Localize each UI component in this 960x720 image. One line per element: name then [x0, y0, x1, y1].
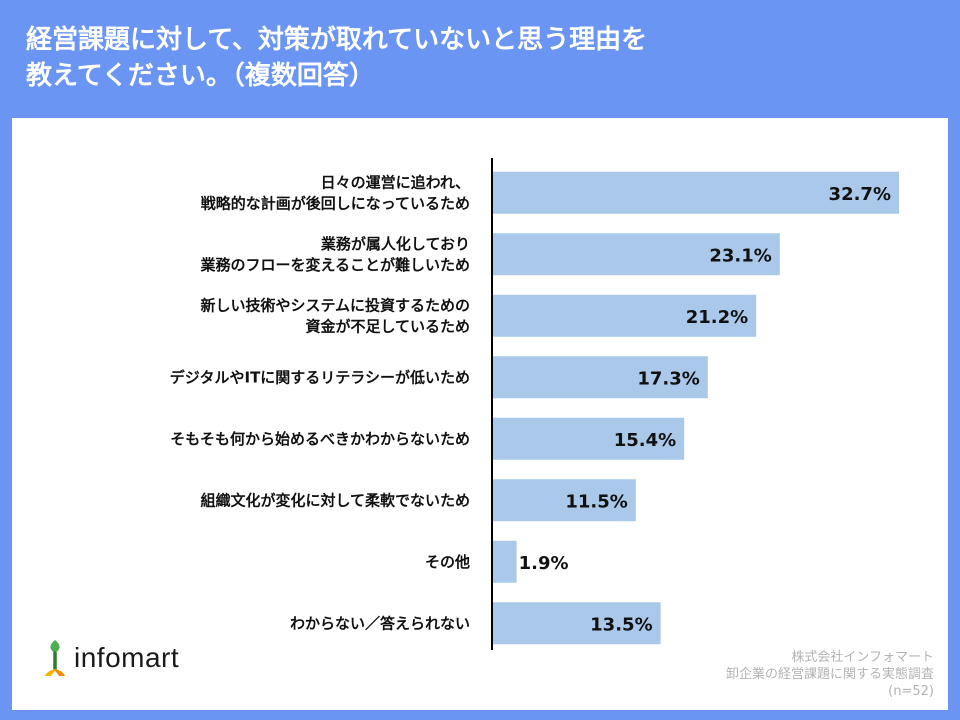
bar: [493, 294, 757, 337]
category-label: 日々の運営に追われ、: [321, 173, 470, 191]
category-label: 新しい技術やシステムに投資するための: [200, 296, 470, 314]
bar: [493, 602, 661, 645]
chart-title: 経営課題に対して、対策が取れていないと思う理由を 教えてください。（複数回答）: [26, 25, 648, 91]
value-label: 23.1%: [709, 245, 771, 266]
bar: [493, 479, 636, 522]
category-label: 資金が不足しているため: [305, 317, 470, 335]
credit-company: 株式会社インフォマート: [791, 650, 934, 665]
category-label: 組織文化が変化に対して柔軟でないため: [200, 491, 470, 509]
bar-chart: 32.7% 日々の運営に追われ、戦略的な計画が後回しになっているため 23.1% 業務…: [170, 158, 899, 650]
source-credit: 株式会社インフォマート 卸企業の経営課題に関する実態調査 (n=52): [726, 649, 934, 700]
category-label: 戦略的な計画が後回しになっているため: [201, 194, 470, 212]
category-label: 業務が属人化しており: [320, 235, 470, 253]
category-label: その他: [425, 553, 470, 571]
bar: [493, 356, 708, 399]
value-label: 11.5%: [565, 491, 627, 512]
brand-name: infomart: [74, 642, 180, 673]
value-label: 32.7%: [829, 184, 891, 205]
category-label: 業務のフローを変えることが難しいため: [199, 256, 470, 274]
brand-logo: infomart: [42, 638, 179, 678]
value-label: 21.2%: [686, 307, 748, 328]
value-label: 17.3%: [637, 368, 699, 389]
bar: [493, 540, 517, 583]
chart-panel: 32.7% 日々の運営に追われ、戦略的な計画が後回しになっているため 23.1% 業務…: [12, 118, 948, 710]
value-label: 1.9%: [519, 553, 569, 574]
credit-sample: (n=52): [888, 684, 934, 699]
bar: [493, 417, 685, 460]
value-label: 13.5%: [590, 614, 652, 635]
bar: [493, 233, 780, 276]
category-label: そもそも何から始めるべきかわからないため: [170, 430, 470, 448]
infomart-logo-icon: [45, 640, 65, 676]
bar: [493, 171, 899, 214]
credit-survey: 卸企業の経営課題に関する実態調査: [725, 667, 934, 682]
category-label: デジタルやITに関するリテラシーが低いため: [170, 368, 470, 386]
value-label: 15.4%: [614, 430, 676, 451]
category-label: わからない／答えられない: [290, 614, 470, 632]
